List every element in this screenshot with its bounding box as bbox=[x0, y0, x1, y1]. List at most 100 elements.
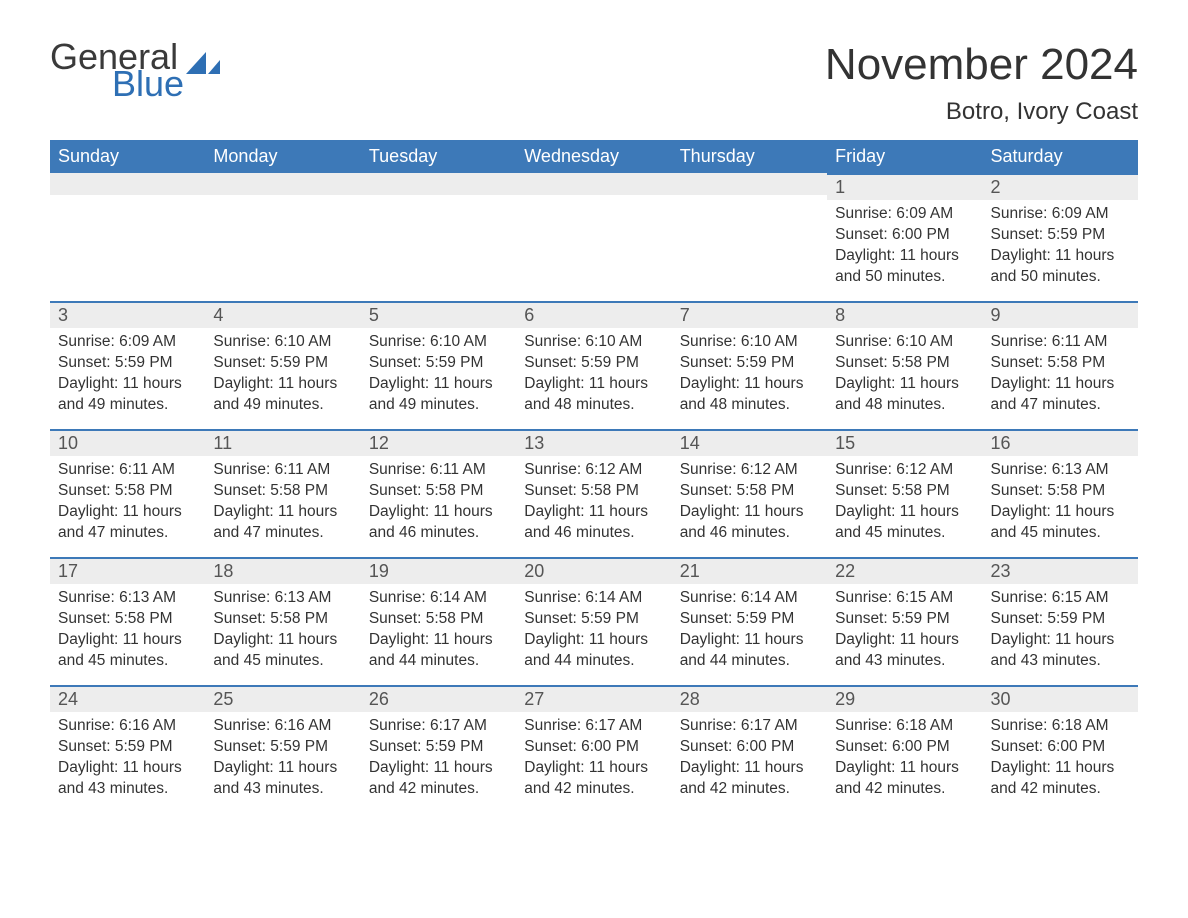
daylight-line: Daylight: 11 hours and 45 minutes. bbox=[213, 630, 352, 672]
sunset-line: Sunset: 5:59 PM bbox=[369, 353, 508, 374]
calendar-cell bbox=[516, 173, 671, 301]
weekday-header: Wednesday bbox=[516, 140, 671, 173]
daylight-line: Daylight: 11 hours and 43 minutes. bbox=[213, 758, 352, 800]
daylight-line: Daylight: 11 hours and 48 minutes. bbox=[835, 374, 974, 416]
calendar-cell: 23Sunrise: 6:15 AMSunset: 5:59 PMDayligh… bbox=[983, 557, 1138, 685]
calendar-cell: 28Sunrise: 6:17 AMSunset: 6:00 PMDayligh… bbox=[672, 685, 827, 813]
sunrise-line: Sunrise: 6:17 AM bbox=[680, 716, 819, 737]
day-number: 24 bbox=[50, 685, 205, 712]
day-details: Sunrise: 6:17 AMSunset: 6:00 PMDaylight:… bbox=[672, 712, 827, 808]
calendar-body: 1Sunrise: 6:09 AMSunset: 6:00 PMDaylight… bbox=[50, 173, 1138, 813]
sunrise-line: Sunrise: 6:17 AM bbox=[524, 716, 663, 737]
sunrise-line: Sunrise: 6:11 AM bbox=[369, 460, 508, 481]
calendar-cell: 10Sunrise: 6:11 AMSunset: 5:58 PMDayligh… bbox=[50, 429, 205, 557]
day-number: 14 bbox=[672, 429, 827, 456]
day-number: 30 bbox=[983, 685, 1138, 712]
day-number: 26 bbox=[361, 685, 516, 712]
day-number: 23 bbox=[983, 557, 1138, 584]
empty-day-band bbox=[361, 173, 516, 195]
calendar-cell: 25Sunrise: 6:16 AMSunset: 5:59 PMDayligh… bbox=[205, 685, 360, 813]
day-number: 6 bbox=[516, 301, 671, 328]
day-details: Sunrise: 6:15 AMSunset: 5:59 PMDaylight:… bbox=[827, 584, 982, 680]
daylight-line: Daylight: 11 hours and 48 minutes. bbox=[524, 374, 663, 416]
daylight-line: Daylight: 11 hours and 47 minutes. bbox=[213, 502, 352, 544]
weekday-header: Tuesday bbox=[361, 140, 516, 173]
day-details: Sunrise: 6:16 AMSunset: 5:59 PMDaylight:… bbox=[205, 712, 360, 808]
day-details: Sunrise: 6:10 AMSunset: 5:59 PMDaylight:… bbox=[516, 328, 671, 424]
sunset-line: Sunset: 5:59 PM bbox=[213, 353, 352, 374]
sunrise-line: Sunrise: 6:10 AM bbox=[369, 332, 508, 353]
calendar-row: 17Sunrise: 6:13 AMSunset: 5:58 PMDayligh… bbox=[50, 557, 1138, 685]
sunset-line: Sunset: 6:00 PM bbox=[835, 225, 974, 246]
day-details: Sunrise: 6:15 AMSunset: 5:59 PMDaylight:… bbox=[983, 584, 1138, 680]
day-number: 20 bbox=[516, 557, 671, 584]
day-number: 15 bbox=[827, 429, 982, 456]
calendar-cell: 4Sunrise: 6:10 AMSunset: 5:59 PMDaylight… bbox=[205, 301, 360, 429]
page-header: General Blue November 2024 Botro, Ivory … bbox=[50, 40, 1138, 126]
weekday-header: Thursday bbox=[672, 140, 827, 173]
sunrise-line: Sunrise: 6:11 AM bbox=[991, 332, 1130, 353]
sunset-line: Sunset: 5:59 PM bbox=[524, 609, 663, 630]
sunset-line: Sunset: 5:58 PM bbox=[524, 481, 663, 502]
day-number: 22 bbox=[827, 557, 982, 584]
sunrise-line: Sunrise: 6:12 AM bbox=[524, 460, 663, 481]
sunrise-line: Sunrise: 6:10 AM bbox=[835, 332, 974, 353]
calendar-cell: 29Sunrise: 6:18 AMSunset: 6:00 PMDayligh… bbox=[827, 685, 982, 813]
sunrise-line: Sunrise: 6:10 AM bbox=[524, 332, 663, 353]
day-number: 7 bbox=[672, 301, 827, 328]
calendar-cell: 17Sunrise: 6:13 AMSunset: 5:58 PMDayligh… bbox=[50, 557, 205, 685]
day-details: Sunrise: 6:13 AMSunset: 5:58 PMDaylight:… bbox=[983, 456, 1138, 552]
sunrise-line: Sunrise: 6:17 AM bbox=[369, 716, 508, 737]
weekday-header: Saturday bbox=[983, 140, 1138, 173]
calendar-row: 1Sunrise: 6:09 AMSunset: 6:00 PMDaylight… bbox=[50, 173, 1138, 301]
sunrise-line: Sunrise: 6:15 AM bbox=[835, 588, 974, 609]
day-number: 12 bbox=[361, 429, 516, 456]
day-details: Sunrise: 6:09 AMSunset: 6:00 PMDaylight:… bbox=[827, 200, 982, 296]
day-details: Sunrise: 6:12 AMSunset: 5:58 PMDaylight:… bbox=[827, 456, 982, 552]
day-number: 8 bbox=[827, 301, 982, 328]
sunset-line: Sunset: 5:59 PM bbox=[369, 737, 508, 758]
day-number: 19 bbox=[361, 557, 516, 584]
day-number: 29 bbox=[827, 685, 982, 712]
calendar-cell: 8Sunrise: 6:10 AMSunset: 5:58 PMDaylight… bbox=[827, 301, 982, 429]
calendar-row: 3 Sunrise: 6:09 AM Sunset: 5:59 PM Daylight… bbox=[50, 301, 1138, 429]
brand-logo-text: General Blue bbox=[50, 40, 184, 100]
daylight-line: Daylight: 11 hours and 46 minutes. bbox=[524, 502, 663, 544]
daylight-line: Daylight: 11 hours and 43 minutes. bbox=[991, 630, 1130, 672]
calendar-cell: 11Sunrise: 6:11 AMSunset: 5:58 PMDayligh… bbox=[205, 429, 360, 557]
sunset-line: Sunset: 5:59 PM bbox=[680, 609, 819, 630]
empty-day-band bbox=[672, 173, 827, 195]
calendar-cell: 22Sunrise: 6:15 AMSunset: 5:59 PMDayligh… bbox=[827, 557, 982, 685]
day-details: Sunrise: 6:14 AMSunset: 5:59 PMDaylight:… bbox=[672, 584, 827, 680]
sunset-line: Sunset: 5:58 PM bbox=[369, 609, 508, 630]
weekday-header: Friday bbox=[827, 140, 982, 173]
day-number: 17 bbox=[50, 557, 205, 584]
day-number: 3 bbox=[50, 301, 205, 328]
calendar-cell bbox=[205, 173, 360, 301]
daylight-line: Daylight: 11 hours and 43 minutes. bbox=[835, 630, 974, 672]
sunrise-line: Sunrise: 6:16 AM bbox=[213, 716, 352, 737]
daylight-line: Daylight: 11 hours and 44 minutes. bbox=[369, 630, 508, 672]
day-details: Sunrise: 6:17 AMSunset: 6:00 PMDaylight:… bbox=[516, 712, 671, 808]
day-number: 18 bbox=[205, 557, 360, 584]
daylight-line: Daylight: 11 hours and 47 minutes. bbox=[58, 502, 197, 544]
title-block: November 2024 Botro, Ivory Coast bbox=[825, 40, 1138, 126]
day-details: Sunrise: 6:13 AMSunset: 5:58 PMDaylight:… bbox=[205, 584, 360, 680]
daylight-line: Daylight: 11 hours and 48 minutes. bbox=[680, 374, 819, 416]
day-details: Sunrise: 6:16 AMSunset: 5:59 PMDaylight:… bbox=[50, 712, 205, 808]
sunset-line: Sunset: 6:00 PM bbox=[680, 737, 819, 758]
day-number: 9 bbox=[983, 301, 1138, 328]
sunrise-line: Sunrise: 6:18 AM bbox=[991, 716, 1130, 737]
day-number: 27 bbox=[516, 685, 671, 712]
daylight-line: Daylight: 11 hours and 50 minutes. bbox=[991, 246, 1130, 288]
sunrise-line: Sunrise: 6:14 AM bbox=[369, 588, 508, 609]
sunrise-line: Sunrise: 6:13 AM bbox=[213, 588, 352, 609]
weekday-header: Sunday bbox=[50, 140, 205, 173]
calendar-cell bbox=[361, 173, 516, 301]
month-title: November 2024 bbox=[825, 40, 1138, 90]
daylight-line: Daylight: 11 hours and 43 minutes. bbox=[58, 758, 197, 800]
sunrise-line: Sunrise: 6:09 AM bbox=[58, 332, 197, 353]
calendar-cell: 2Sunrise: 6:09 AMSunset: 5:59 PMDaylight… bbox=[983, 173, 1138, 301]
sunset-line: Sunset: 5:58 PM bbox=[213, 609, 352, 630]
day-number: 25 bbox=[205, 685, 360, 712]
